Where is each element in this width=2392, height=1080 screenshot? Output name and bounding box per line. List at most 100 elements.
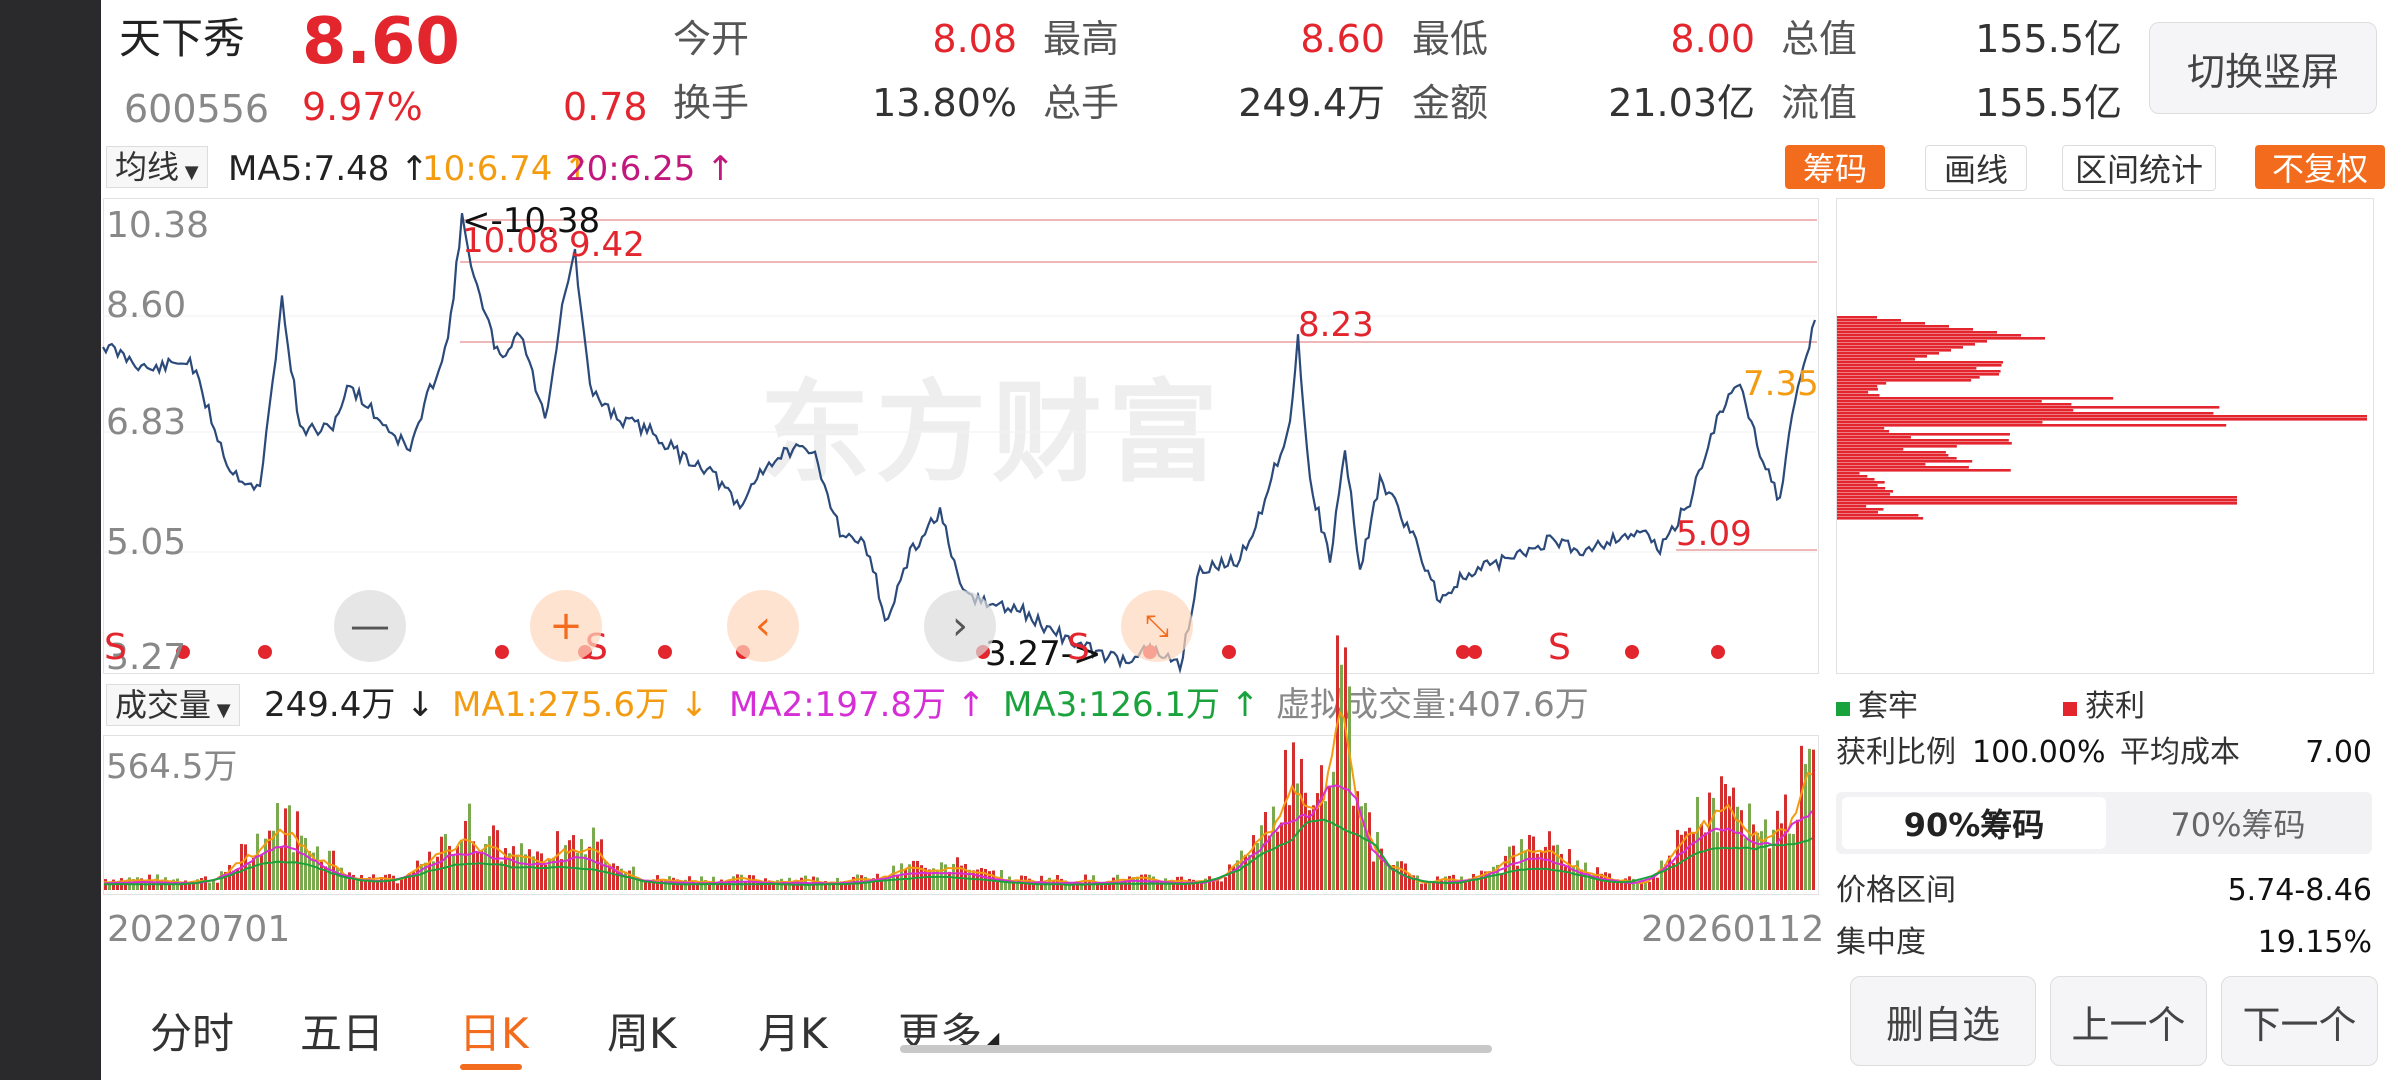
volume-bar xyxy=(484,844,487,890)
volume-bar xyxy=(1728,796,1731,890)
volume-bar xyxy=(628,870,631,890)
volume-bar xyxy=(436,856,439,890)
sell-marker: S xyxy=(1548,627,1571,668)
left-edge-bar xyxy=(0,0,101,1080)
chip-bar xyxy=(1837,451,1946,454)
chips-tool-button[interactable]: 筹码 xyxy=(1785,145,1885,189)
scroll-right-button[interactable]: › xyxy=(924,590,996,662)
volume-bar xyxy=(1656,877,1659,890)
volume-bar xyxy=(1796,819,1799,890)
volume-bar xyxy=(364,879,367,890)
volume-bar xyxy=(1536,853,1539,890)
volume-bar xyxy=(232,870,235,890)
volume-bar xyxy=(636,877,639,890)
legend-swatch-green xyxy=(1836,702,1850,716)
volume-bar xyxy=(664,879,667,890)
volume-bar xyxy=(252,857,255,890)
volume-bar xyxy=(1516,865,1519,890)
volume-bar xyxy=(644,880,647,890)
volume-bar xyxy=(696,882,699,890)
range-stats-button[interactable]: 区间统计 xyxy=(2062,145,2216,191)
volume-bar xyxy=(1528,834,1531,890)
mcap-value: 155.5亿 xyxy=(1975,17,2122,61)
switch-portrait-button[interactable]: 切换竖屏 xyxy=(2149,22,2377,114)
low-value: 8.00 xyxy=(1670,17,1755,61)
volume-bar xyxy=(1384,860,1387,890)
tab-chips-70[interactable]: 70%筹码 xyxy=(2170,806,2306,844)
volume-bar xyxy=(1268,835,1271,890)
scroll-left-button[interactable]: ‹ xyxy=(727,590,799,662)
chip-bar xyxy=(1837,349,1951,352)
volume-bar xyxy=(1084,874,1087,890)
volume-bar xyxy=(1424,881,1427,890)
zoom-in-button[interactable]: + xyxy=(530,590,602,662)
tab-five-day[interactable]: 五日 xyxy=(300,1009,385,1058)
high-annotation: <-10.38 xyxy=(462,201,601,241)
volume-ma-line xyxy=(103,818,1813,886)
volume-bar xyxy=(620,868,623,890)
chip-bar xyxy=(1837,469,2011,472)
fit-view-button[interactable]: ⤡ xyxy=(1121,590,1193,662)
volume-bar xyxy=(540,853,543,890)
tab-monthly-k[interactable]: 月K xyxy=(758,1009,828,1058)
volume-bar xyxy=(1776,810,1779,890)
adjust-mode-button[interactable]: 不复权 xyxy=(2255,145,2385,189)
volume-bar xyxy=(1472,874,1475,890)
volume-bar xyxy=(996,881,999,890)
chip-bar xyxy=(1837,373,2000,376)
stock-price: 8.60 xyxy=(302,5,460,79)
volume-bar xyxy=(204,876,207,890)
chip-bar xyxy=(1837,514,1919,517)
volume-bar xyxy=(1476,880,1479,890)
volume-bar xyxy=(1648,881,1651,890)
stock-change: 0.78 xyxy=(563,85,648,129)
volume-bar xyxy=(228,865,231,890)
draw-line-button[interactable]: 画线 xyxy=(1925,145,2027,191)
volume-bar xyxy=(1812,749,1815,890)
volume-bar xyxy=(180,882,183,890)
tab-daily-k[interactable]: 日K xyxy=(459,1009,529,1058)
chip-bar xyxy=(1837,319,1901,322)
chip-bar xyxy=(1837,361,2003,364)
volume-bar xyxy=(152,882,155,890)
volume-bar xyxy=(1520,839,1523,890)
scroll-indicator[interactable] xyxy=(900,1045,1492,1053)
ma20-value: 20:6.25 ↑ xyxy=(565,149,735,189)
volume-bar xyxy=(616,866,619,890)
mcap-label: 总值 xyxy=(1781,17,1858,61)
volume-bar xyxy=(572,835,575,890)
volume-bar xyxy=(1124,879,1127,890)
volume-selector[interactable]: 成交量 ▼ xyxy=(106,684,240,726)
tab-weekly-k[interactable]: 周K xyxy=(607,1009,677,1058)
remove-watchlist-button[interactable]: 删自选 xyxy=(1850,976,2036,1066)
next-stock-button[interactable]: 下一个 xyxy=(2221,976,2378,1066)
volume-bar xyxy=(1508,846,1511,890)
volume-bar xyxy=(1484,871,1487,890)
volume-bar xyxy=(1044,883,1047,890)
tab-chips-90[interactable]: 90%筹码 xyxy=(1842,797,2106,849)
zoom-out-button[interactable]: — xyxy=(334,590,406,662)
chip-bar xyxy=(1837,391,1869,394)
previous-stock-button[interactable]: 上一个 xyxy=(2050,976,2207,1066)
volume-bar xyxy=(348,872,351,890)
tab-intraday[interactable]: 分时 xyxy=(150,1009,235,1058)
volume-bar xyxy=(1144,874,1147,890)
volume-bar xyxy=(1676,829,1679,890)
volume-bar xyxy=(384,874,387,890)
volume-bar xyxy=(1480,870,1483,890)
volume-bar xyxy=(1724,784,1727,890)
volume-bar xyxy=(284,808,287,890)
volume-bar xyxy=(964,864,967,890)
volume-bar xyxy=(968,869,971,890)
volume-bar xyxy=(440,836,443,890)
volume-bar xyxy=(1644,882,1647,890)
amount-label: 金额 xyxy=(1412,81,1489,125)
volume-bar xyxy=(168,882,171,890)
ma-selector[interactable]: 均线 ▼ xyxy=(106,146,208,188)
volume-bar xyxy=(272,830,275,890)
volume-bar xyxy=(220,871,223,890)
chip-bar xyxy=(1837,340,1987,343)
volume-bar xyxy=(1104,883,1107,890)
volume-bar xyxy=(1328,786,1331,890)
